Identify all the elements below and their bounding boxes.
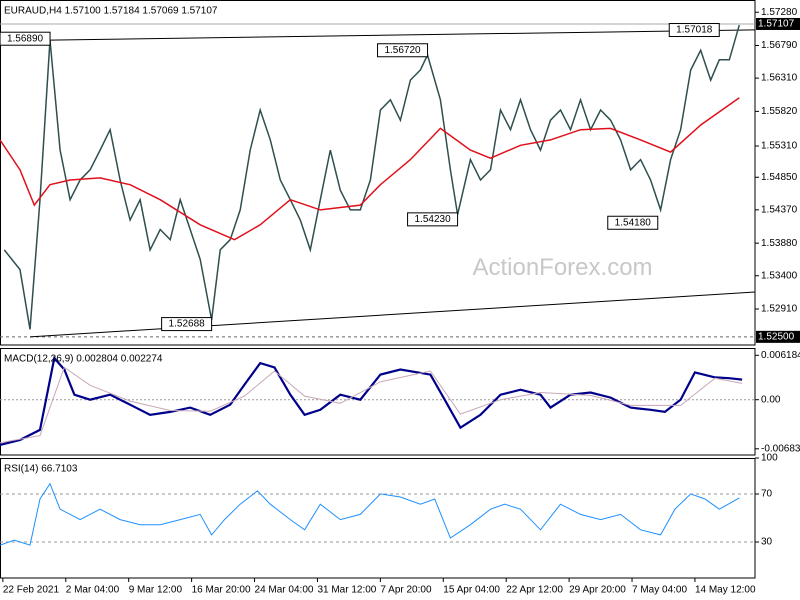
price-tag	[756, 330, 800, 343]
y-tick-label: 1.53400	[761, 270, 798, 281]
annotation-label: 1.52688	[169, 319, 206, 330]
price-tag-label: 1.52500	[758, 331, 795, 342]
y-tick-label: 0.00	[761, 394, 781, 405]
series-line	[0, 482, 740, 546]
trendline	[50, 29, 756, 41]
y-tick-label: 1.56790	[761, 40, 798, 51]
y-tick-label: 1.57280	[761, 7, 798, 18]
panel-title: EURAUD,H4 1.57100 1.57184 1.57069 1.5710…	[4, 6, 218, 17]
y-tick-label: 1.55820	[761, 106, 798, 117]
x-tick-label: 7 May 04:00	[632, 585, 687, 596]
x-tick-label: 22 Feb 2021	[3, 585, 60, 596]
annotation-box	[377, 43, 429, 58]
y-tick-label: 1.55310	[761, 141, 798, 152]
x-tick-label: 14 May 12:00	[695, 585, 756, 596]
series-line	[0, 366, 743, 444]
annotation-box	[161, 317, 213, 332]
trendline	[29, 291, 756, 338]
x-tick-label: 2 Mar 04:00	[66, 585, 120, 596]
panel	[0, 348, 756, 456]
y-tick-label: 100	[761, 453, 778, 464]
series-line	[0, 355, 743, 446]
panel-title: RSI(14) 66.7103	[4, 464, 78, 475]
panel	[0, 458, 756, 579]
y-tick-label: 0.006184	[761, 350, 800, 361]
x-tick-label: 7 Apr 20:00	[380, 585, 432, 596]
annotation-box	[668, 23, 720, 38]
annotation-label: 1.54180	[615, 217, 652, 228]
annotation-label: 1.56890	[7, 33, 44, 44]
y-tick-label: 30	[761, 537, 773, 548]
x-tick-label: 24 Mar 04:00	[255, 585, 314, 596]
annotation-box	[0, 31, 51, 46]
annotation-label: 1.54230	[414, 214, 451, 225]
y-tick-label: 1.54850	[761, 172, 798, 183]
y-tick-label: -0.006837	[761, 443, 800, 454]
x-tick-label: 29 Apr 20:00	[569, 585, 626, 596]
series-line	[3, 24, 741, 330]
annotation-box	[407, 212, 459, 227]
x-tick-label: 15 Apr 04:00	[443, 585, 500, 596]
annotation-label: 1.57018	[676, 25, 713, 36]
series-line	[0, 97, 740, 241]
annotation-label: 1.56720	[384, 45, 421, 56]
x-tick-label: 22 Apr 12:00	[506, 585, 563, 596]
y-tick-label: 70	[761, 489, 773, 500]
y-tick-label: 1.53880	[761, 238, 798, 249]
y-tick-label: 1.56310	[761, 73, 798, 84]
panel-title: MACD(12,26,9) 0.002804 0.002274	[4, 354, 163, 365]
x-tick-label: 31 Mar 12:00	[317, 585, 376, 596]
x-tick-label: 16 Mar 20:00	[192, 585, 251, 596]
x-tick-label: 9 Mar 12:00	[129, 585, 183, 596]
annotation-box	[607, 215, 659, 230]
y-tick-label: 1.52910	[761, 304, 798, 315]
y-tick-label: 1.54370	[761, 204, 798, 215]
price-tag-label: 1.57107	[758, 19, 795, 30]
price-tag	[756, 17, 800, 30]
watermark: ActionForex.com	[472, 254, 652, 281]
panel	[0, 0, 756, 346]
